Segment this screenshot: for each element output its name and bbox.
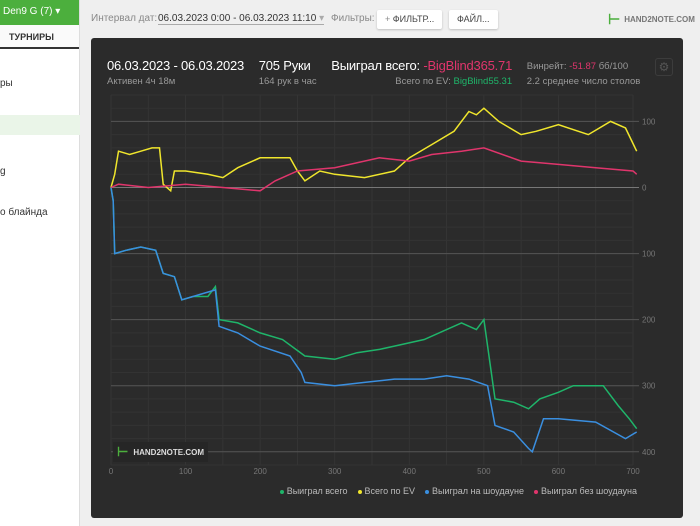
user-selector[interactable]: Den9 G (7) ▾ xyxy=(0,0,79,25)
y-tick-label: 400 xyxy=(642,448,656,457)
date-interval-select[interactable]: 06.03.2023 0:00 - 06.03.2023 11:10 ▾ xyxy=(158,13,325,25)
legend-label: Выиграл всего xyxy=(286,486,348,496)
chevron-down-icon: ▾ xyxy=(319,13,325,24)
legend-item[interactable]: Выиграл без шоудауна xyxy=(534,486,637,496)
sidebar-item[interactable]: ры xyxy=(0,78,13,89)
x-tick-label: 400 xyxy=(403,467,417,476)
legend-item[interactable]: Всего по EV xyxy=(357,486,416,496)
interval-label: Интервал дат: xyxy=(91,13,158,24)
y-tick-label: 200 xyxy=(642,316,656,325)
x-tick-label: 100 xyxy=(179,467,193,476)
date-interval-value: 06.03.2023 0:00 - 06.03.2023 11:10 xyxy=(158,13,317,24)
active-time: Активен 4ч 18м xyxy=(107,76,176,87)
brand-logo: ⊢ HAND2NOTE.COM xyxy=(608,11,695,28)
series-line xyxy=(110,187,638,430)
x-tick-label: 0 xyxy=(109,467,114,476)
legend-item[interactable]: Выиграл на шоудауне xyxy=(425,486,524,496)
series-line xyxy=(110,147,638,192)
y-tick-label: 100 xyxy=(642,117,656,126)
chart: 100 0 100 200 300 400 0 100 200 300 400 500 600 700 xyxy=(109,94,656,476)
winrate-value: -51.87 xyxy=(569,61,597,72)
sidebar: Den9 G (7) ▾ ТУРНИРЫ ры g о блайнда xyxy=(0,0,80,526)
legend-dot xyxy=(425,489,430,494)
legend-item[interactable]: Выиграл всего xyxy=(279,486,348,496)
logo-icon: ⊢ xyxy=(608,11,621,27)
legend-dot xyxy=(279,489,284,494)
toolbar: Интервал дат: 06.03.2023 0:00 - 06.03.20… xyxy=(91,10,700,30)
stats-header: 06.03.2023 - 06.03.2023 Активен 4ч 18м 7… xyxy=(107,58,673,88)
series-line xyxy=(110,187,638,454)
date-range: 06.03.2023 - 06.03.2023 xyxy=(107,58,245,73)
user-name: Den9 G (7) xyxy=(3,6,53,17)
sidebar-item[interactable]: о блайнда xyxy=(0,207,48,218)
legend-label: Выиграл на шоудауне xyxy=(432,486,524,496)
sidebar-item[interactable]: g xyxy=(0,166,6,177)
legend-label: Всего по EV xyxy=(364,486,416,496)
winrate-unit: бб/100 xyxy=(598,61,629,72)
x-tick-label: 500 xyxy=(477,467,491,476)
won-label: Выиграл всего: xyxy=(331,58,420,73)
y-tick-label: 300 xyxy=(642,382,656,391)
sidebar-item-selected[interactable] xyxy=(0,115,80,135)
tab-tournaments[interactable]: ТУРНИРЫ xyxy=(0,25,79,49)
y-tick-label: 100 xyxy=(642,250,656,259)
ev-value: BigBlind55.31 xyxy=(453,76,513,87)
hands-count: 705 Руки xyxy=(258,58,311,73)
x-tick-label: 700 xyxy=(626,467,640,476)
graph-panel: 06.03.2023 - 06.03.2023 Активен 4ч 18м 7… xyxy=(91,38,683,518)
logo-icon: ⊢ xyxy=(117,444,129,459)
file-button[interactable]: ФАЙЛ... xyxy=(449,10,498,29)
ev-label: Всего по EV: xyxy=(395,76,451,87)
x-tick-label: 300 xyxy=(328,467,342,476)
plus-icon: + xyxy=(385,14,393,24)
filters-label: Фильтры: xyxy=(331,13,375,24)
avg-tables: 2.2 среднее число столов xyxy=(526,76,641,87)
logo-text: HAND2NOTE.COM xyxy=(624,15,695,24)
series-line xyxy=(110,107,638,193)
settings-gear-icon[interactable]: ⚙ xyxy=(654,58,673,76)
x-tick-label: 600 xyxy=(552,467,566,476)
x-tick-label: 200 xyxy=(253,467,267,476)
legend-dot xyxy=(357,489,362,494)
won-value: -BigBlind365.71 xyxy=(423,58,513,73)
add-filter-button[interactable]: + ФИЛЬТР... xyxy=(377,10,443,29)
legend: Выиграл всего Всего по EV Выиграл на шоу… xyxy=(279,486,637,496)
watermark-text: HAND2NOTE.COM xyxy=(133,447,204,457)
winrate-label: Винрейт: xyxy=(526,61,567,72)
filter-button-label: ФИЛЬТР... xyxy=(392,14,435,24)
legend-label: Выиграл без шоудауна xyxy=(541,486,637,496)
watermark: ⊢ HAND2NOTE.COM xyxy=(113,442,208,462)
legend-dot xyxy=(534,489,538,494)
y-tick-label: 0 xyxy=(642,184,647,193)
hands-per-hour: 164 рук в час xyxy=(258,76,317,87)
